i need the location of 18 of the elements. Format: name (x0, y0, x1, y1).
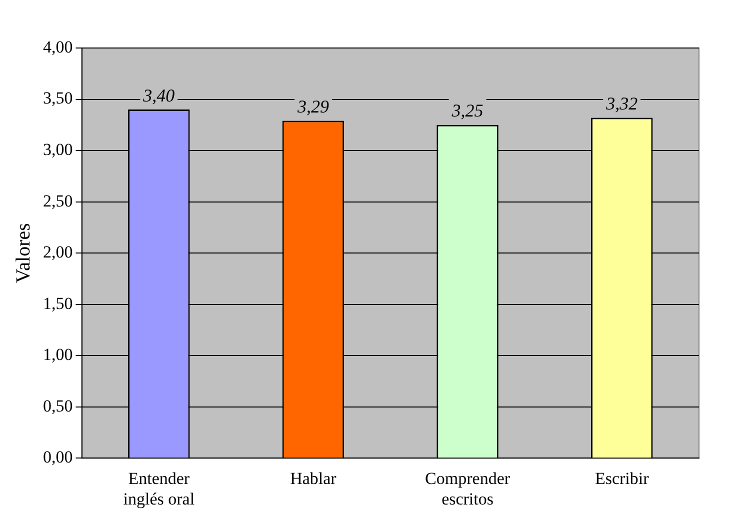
y-tick-label: 4,00 (43, 37, 73, 56)
data-label: 3,25 (450, 100, 484, 121)
x-tick-label: Entender inglés oral (123, 468, 195, 508)
y-tick-label: 0,50 (43, 396, 73, 416)
y-tick-label: 0,00 (43, 448, 73, 467)
x-tick-label: Escribir (594, 468, 650, 488)
y-tick-label: 1,00 (43, 345, 73, 364)
y-tick-label: 2,00 (43, 242, 73, 262)
data-label: 3,32 (605, 93, 638, 114)
x-tick-label: Hablar (290, 468, 337, 488)
data-label: 3,29 (296, 96, 329, 117)
y-tick-label: 3,00 (43, 140, 73, 160)
y-tick-label: 1,50 (43, 294, 73, 313)
y-tick-label: 3,50 (43, 88, 73, 108)
y-axis-title: Valores (12, 222, 34, 284)
data-label: 3,40 (142, 85, 175, 106)
x-tick-label: Comprender escritos (425, 468, 510, 508)
y-tick-label: 2,50 (43, 191, 73, 210)
